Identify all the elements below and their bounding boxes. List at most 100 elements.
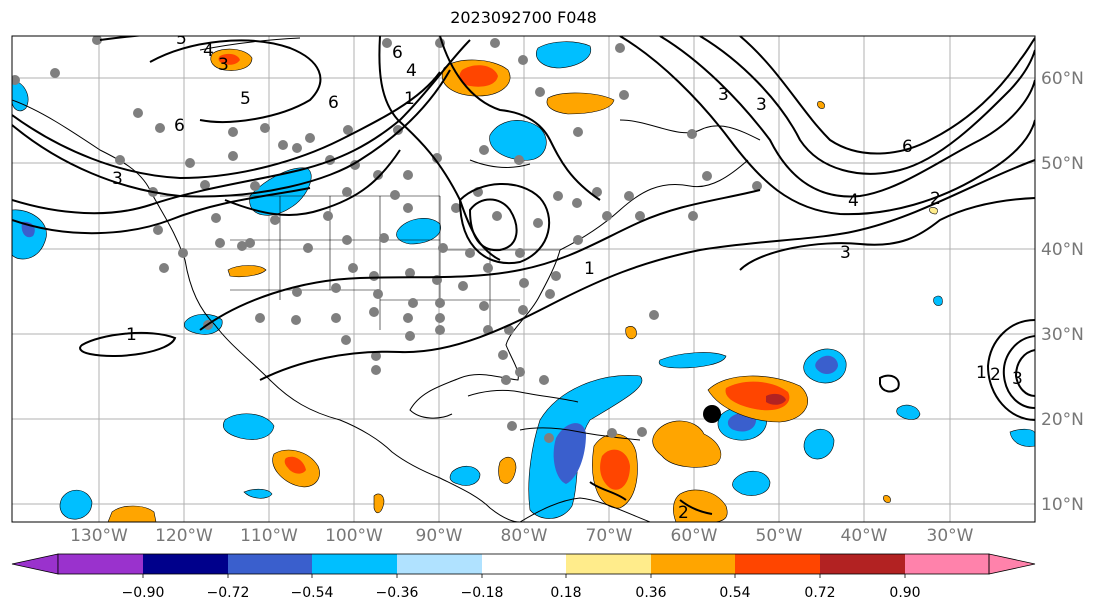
- contours: [12, 36, 1035, 515]
- colorbar-tick-label: 0.54: [719, 585, 750, 601]
- colorbar-tick-label: 0.90: [889, 585, 920, 601]
- blue-blob: [489, 120, 547, 161]
- contour-label: 2: [930, 189, 941, 209]
- colorbar-tick-label: −0.36: [376, 585, 419, 601]
- lat-label: 30°N: [1041, 325, 1084, 345]
- contour-label: 4: [203, 41, 214, 61]
- colorbar-segment: [905, 554, 989, 574]
- contour-label: 6: [328, 93, 339, 113]
- blue-blob: [59, 489, 93, 520]
- blue-blob-core: [553, 423, 586, 484]
- blue-blob: [249, 167, 312, 216]
- colorbar-segment: [397, 554, 482, 574]
- longitude-labels: 130°W 120°W 110°W 100°W 90°W 80°W 70°W 6…: [70, 526, 974, 546]
- coastlines: [12, 37, 761, 522]
- contour-label: 3: [112, 169, 123, 189]
- blue-blob: [536, 41, 592, 69]
- contour-label: 5: [240, 89, 251, 109]
- blue-blob: [896, 404, 921, 420]
- colorbar-segment: [143, 554, 228, 574]
- warm-blob: [652, 420, 722, 468]
- colorbar-segment: [482, 554, 566, 574]
- contour-label: 3: [840, 243, 851, 263]
- blue-blob: [658, 352, 727, 369]
- contour-label: 1: [126, 325, 137, 345]
- warm-blob: [546, 92, 615, 115]
- contour-labels: 5 4 3 6 5 6 3 6 4 1 3 3 6 2 3 4 1 1 1 2 …: [112, 36, 1023, 523]
- blue-blob: [12, 79, 29, 112]
- warm-blob: [498, 456, 517, 484]
- colorbar-segment: [820, 554, 905, 574]
- colorbar-tick-label: 0.72: [804, 585, 835, 601]
- contour-label: 1: [404, 89, 415, 109]
- colorbar-frame: [57, 553, 990, 575]
- station-markers: [12, 36, 762, 443]
- lat-label: 20°N: [1041, 410, 1084, 430]
- contour-label: 4: [848, 191, 859, 211]
- colorbar-tick-label: −0.72: [207, 585, 250, 601]
- warm-blob-core: [284, 456, 306, 474]
- contour-label: 6: [902, 137, 913, 157]
- colorbar-tick-label: 0.36: [635, 585, 666, 601]
- colorbar-tick-label: −0.54: [291, 585, 334, 601]
- lon-label: 130°W: [70, 526, 128, 546]
- blue-blob: [803, 428, 835, 460]
- colorbar-extend-right: [988, 553, 1036, 575]
- colorbar-segment: [566, 554, 651, 574]
- lon-label: 70°W: [586, 526, 633, 546]
- warm-blob: [817, 101, 825, 109]
- warm-blob-core: [218, 53, 240, 65]
- lon-label: 110°W: [240, 526, 298, 546]
- contour-label: 6: [392, 43, 403, 63]
- lon-label: 120°W: [155, 526, 213, 546]
- latitude-labels: 60°N 50°N 40°N 30°N 20°N 10°N: [1041, 69, 1084, 515]
- colorbar-extend-left: [11, 553, 59, 575]
- storm-center-marker: [703, 405, 721, 423]
- warm-blob: [625, 326, 637, 340]
- lat-label: 40°N: [1041, 240, 1084, 260]
- warm-blob: [929, 207, 938, 215]
- lon-label: 40°W: [841, 526, 888, 546]
- lat-label: 50°N: [1041, 154, 1084, 174]
- contour-label: 6: [174, 116, 185, 136]
- lon-label: 30°W: [927, 526, 974, 546]
- blue-blob: [243, 488, 273, 499]
- warm-blob: [227, 265, 267, 278]
- contour-label: 3: [1012, 369, 1023, 389]
- blue-blob: [933, 295, 943, 306]
- warm-blob-core: [459, 65, 498, 87]
- colorbar-tick-label: −0.18: [461, 585, 504, 601]
- warm-blob: [883, 495, 891, 503]
- lon-label: 50°W: [756, 526, 803, 546]
- warm-blob-core: [600, 449, 630, 490]
- anomaly-shading: [12, 41, 1035, 522]
- colorbar: −0.90 −0.72 −0.54 −0.36 −0.18 0.18 0.36 …: [11, 553, 1036, 601]
- warm-blob: [673, 489, 728, 522]
- colorbar-segment: [735, 554, 820, 574]
- lon-label: 100°W: [325, 526, 383, 546]
- contour-label: 3: [718, 85, 729, 105]
- contour-label: 2: [678, 503, 689, 523]
- map-title: 2023092700 F048: [450, 8, 597, 27]
- lat-label: 10°N: [1041, 495, 1084, 515]
- contour-label: 4: [406, 61, 417, 81]
- contour-label: 1: [976, 363, 987, 383]
- blue-blob: [396, 218, 441, 245]
- contour-label: 2: [990, 365, 1001, 385]
- blue-blob: [1009, 428, 1035, 447]
- colorbar-segment: [228, 554, 312, 574]
- blue-blob: [222, 413, 275, 440]
- blue-blob-core: [815, 355, 838, 374]
- colorbar-segment: [312, 554, 397, 574]
- lon-label: 90°W: [416, 526, 463, 546]
- lon-label: 80°W: [501, 526, 548, 546]
- warm-blob: [107, 505, 157, 522]
- colorbar-segment: [58, 554, 143, 574]
- contour-label: 1: [584, 259, 595, 279]
- contour-label: 3: [218, 55, 229, 75]
- blue-blob: [449, 465, 481, 486]
- colorbar-segment: [651, 554, 735, 574]
- lon-label: 60°W: [671, 526, 718, 546]
- colorbar-tick-label: 0.18: [550, 585, 581, 601]
